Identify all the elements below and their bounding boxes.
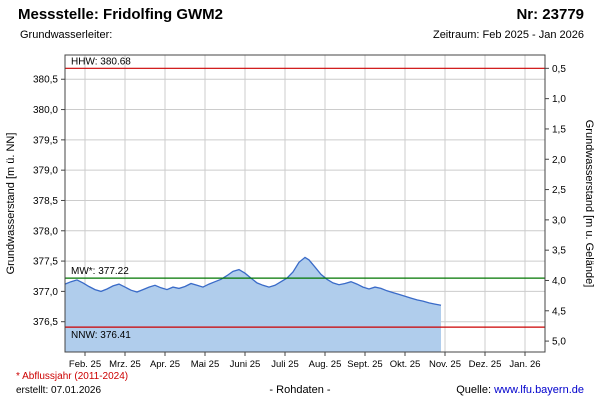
x-tick-label: Apr. 25	[150, 359, 180, 370]
refline-label-mw: MW*: 377.22	[71, 266, 129, 277]
y-right-tick-label: 4,5	[552, 306, 566, 317]
y-right-tick-label: 1,0	[552, 94, 566, 105]
y-right-tick-label: 1,5	[552, 124, 566, 135]
source-line: Quelle: www.lfu.bayern.de	[456, 384, 584, 396]
y-right-tick-label: 0,5	[552, 64, 566, 75]
x-tick-label: Mrz. 25	[109, 359, 141, 370]
refline-label-hhw: HHW: 380.68	[71, 56, 131, 67]
y-right-tick-label: 3,0	[552, 215, 566, 226]
y-left-axis-title: Grundwasserstand [m ü. NN]	[5, 133, 17, 275]
x-tick-label: Mai 25	[191, 359, 220, 370]
abflussjahr-note: * Abflussjahr (2011-2024)	[16, 371, 129, 382]
y-left-tick-label: 379,5	[33, 135, 58, 146]
y-left-tick-label: 380,5	[33, 75, 58, 86]
y-left-tick-label: 379,0	[33, 166, 58, 177]
plot-border	[64, 54, 546, 353]
y-left-tick-label: 377,5	[33, 257, 58, 268]
refline-label-nnw: NNW: 376.41	[71, 330, 131, 341]
y-right-tick-label: 4,0	[552, 276, 566, 287]
x-tick-label: Juli 25	[271, 359, 298, 370]
y-right-tick-label: 3,5	[552, 246, 566, 257]
created-date: erstellt: 07.01.2026	[16, 385, 102, 396]
x-tick-label: Sept. 25	[347, 359, 382, 370]
data-type-label: - Rohdaten -	[269, 384, 331, 396]
station-number: Nr: 23779	[516, 6, 584, 23]
y-right-tick-label: 5,0	[552, 337, 566, 348]
x-tick-label: Dez. 25	[469, 359, 502, 370]
x-tick-label: Juni 25	[230, 359, 261, 370]
aquifer-label: Grundwasserleiter:	[20, 29, 113, 41]
x-tick-label: Jan. 26	[509, 359, 540, 370]
y-left-tick-label: 378,0	[33, 226, 58, 237]
y-right-axis-title: Grundwasserstand [m u. Gelände]	[583, 120, 595, 288]
y-left-tick-label: 380,0	[33, 105, 58, 116]
x-tick-label: Aug. 25	[309, 359, 342, 370]
period-label: Zeitraum: Feb 2025 - Jan 2026	[432, 29, 584, 41]
series-line	[64, 256, 442, 306]
y-left-tick-label: 376,5	[33, 317, 58, 328]
y-left-tick-label: 378,5	[33, 196, 58, 207]
x-tick-label: Feb. 25	[69, 359, 101, 370]
y-right-tick-label: 2,0	[552, 155, 566, 166]
source-prefix: Quelle:	[456, 384, 492, 396]
series-area	[65, 257, 441, 352]
x-tick-label: Okt. 25	[390, 359, 421, 370]
y-left-tick-label: 377,0	[33, 287, 58, 298]
station-title: Messstelle: Fridolfing GWM2	[18, 6, 224, 23]
source-link[interactable]: www.lfu.bayern.de	[494, 384, 584, 396]
y-right-tick-label: 2,5	[552, 185, 566, 196]
x-tick-label: Nov. 25	[429, 359, 461, 370]
